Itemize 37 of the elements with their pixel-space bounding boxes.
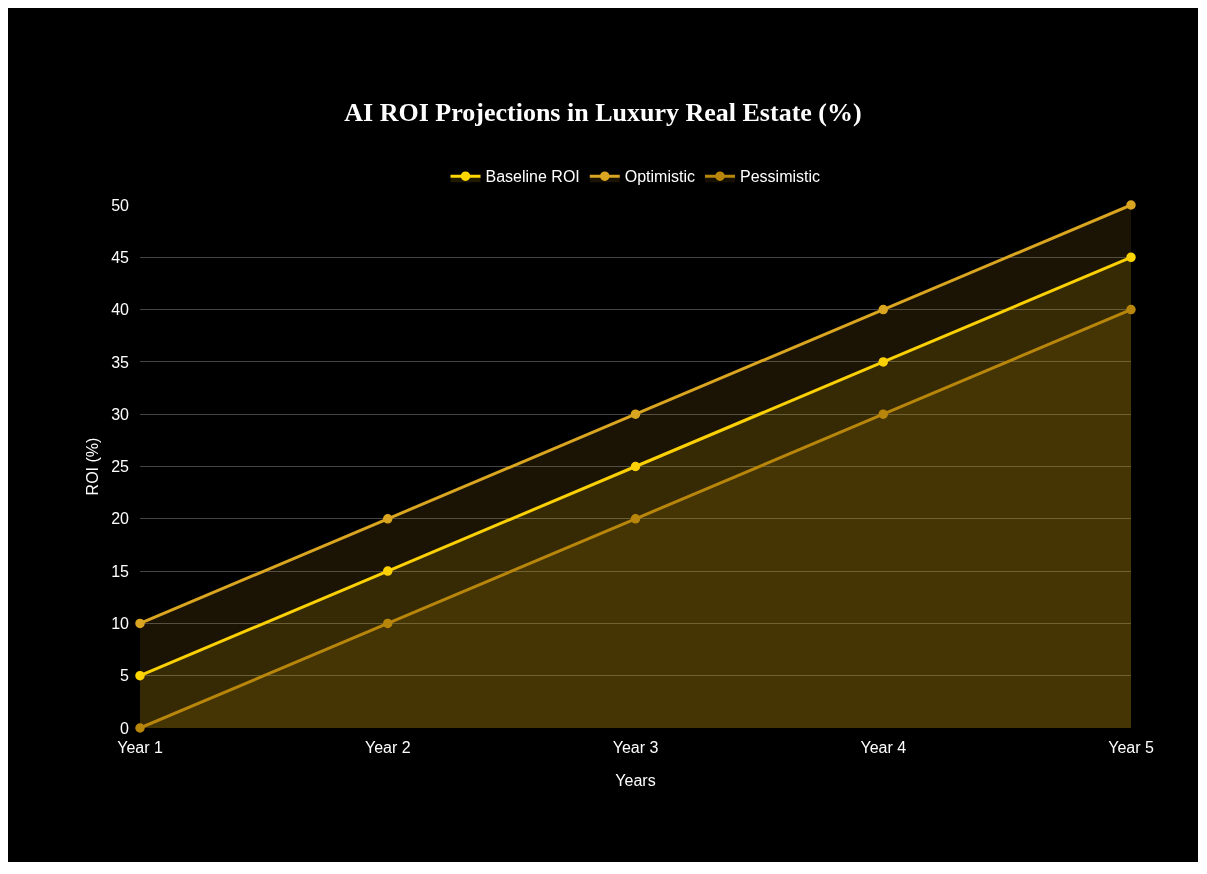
x-tick-label: Year 2 (364, 739, 411, 756)
point (383, 566, 393, 576)
point (1126, 252, 1136, 263)
point (1126, 304, 1136, 315)
point (135, 670, 145, 681)
point (135, 723, 145, 733)
y-tick-label: 20 (111, 510, 130, 528)
point (878, 409, 888, 419)
y-tick-label: 15 (111, 562, 130, 580)
y-tick-label: 45 (111, 248, 130, 266)
y-tick-label: 25 (111, 458, 130, 476)
x-tick-label: Year 3 (612, 739, 659, 756)
legend-label: Optimistic (624, 168, 695, 186)
y-axis-title: ROI (%) (84, 437, 101, 496)
x-tick-label: Year 1 (117, 739, 163, 756)
point (630, 514, 641, 524)
point (383, 618, 393, 629)
x-tick-label: Year 4 (860, 739, 907, 756)
point (383, 514, 393, 524)
legend-label: Baseline ROI (485, 168, 580, 186)
point (630, 409, 641, 419)
point (630, 461, 641, 472)
x-axis-title: Years (615, 772, 656, 789)
y-tick-label: 10 (111, 615, 130, 632)
y-tick-label: 0 (120, 719, 130, 737)
point (878, 357, 888, 367)
y-tick-label: 5 (120, 667, 130, 685)
x-tick-label: Year 5 (1108, 739, 1154, 756)
point (878, 304, 888, 315)
y-tick-label: 40 (111, 301, 130, 319)
y-tick-label: 35 (111, 353, 130, 371)
legend-label: Pessimistic (740, 168, 821, 186)
chart-title: AI ROI Projections in Luxury Real Estate (%) (344, 98, 862, 128)
point (135, 618, 145, 629)
point (1126, 200, 1136, 210)
y-tick-label: 30 (111, 405, 130, 423)
y-tick-label: 50 (111, 196, 130, 214)
